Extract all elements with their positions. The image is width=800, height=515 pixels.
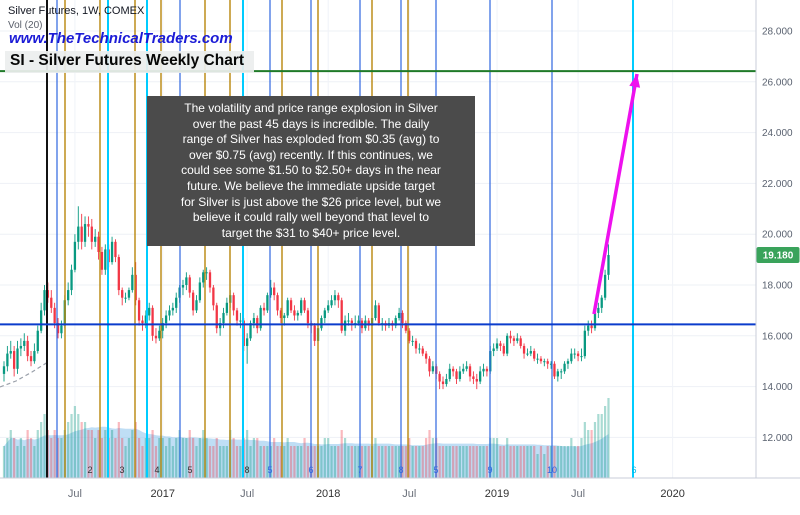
svg-text:22.000: 22.000 [762, 179, 793, 190]
svg-text:5: 5 [267, 465, 272, 475]
svg-text:7: 7 [357, 465, 362, 475]
svg-text:5: 5 [433, 465, 438, 475]
svg-text:2019: 2019 [485, 488, 509, 500]
ma-dashed-line [0, 361, 49, 388]
chart-title: SI - Silver Futures Weekly Chart [5, 51, 255, 73]
chart-legend[interactable]: Silver Futures, 1W, COMEX Vol (20) [8, 5, 144, 31]
candles-layer [2, 206, 610, 390]
time-axis-labels[interactable]: Jul 2017 Jul 2018 Jul 2019 Jul 2020 [68, 488, 685, 500]
svg-text:3: 3 [119, 465, 124, 475]
svg-text:4: 4 [154, 465, 159, 475]
svg-text:8: 8 [244, 465, 249, 475]
projection-arrowhead [629, 74, 641, 88]
svg-text:20.000: 20.000 [762, 230, 793, 241]
svg-text:2017: 2017 [150, 488, 174, 500]
svg-text:Jul: Jul [68, 488, 82, 500]
last-price-value: 19.180 [763, 251, 794, 262]
volume-bars [2, 398, 610, 478]
svg-text:16.000: 16.000 [762, 331, 793, 342]
svg-text:Jul: Jul [402, 488, 416, 500]
svg-text:8: 8 [398, 465, 403, 475]
annotation-note: The volatility and price range explosion… [147, 96, 475, 247]
svg-text:2020: 2020 [660, 488, 684, 500]
svg-text:Jul: Jul [571, 488, 585, 500]
svg-text:12.000: 12.000 [762, 433, 793, 444]
watermark-link[interactable]: www.TheTechnicalTraders.com [9, 30, 233, 47]
projection-arrow[interactable] [592, 73, 639, 315]
svg-text:9: 9 [487, 465, 492, 475]
last-price-badge [756, 247, 800, 264]
svg-text:2018: 2018 [316, 488, 340, 500]
svg-text:28.000: 28.000 [762, 27, 793, 38]
cycle-count-labels: 2 3 4 5 8 5 6 7 8 5 9 10 6 [87, 465, 636, 475]
svg-text:26.000: 26.000 [762, 77, 793, 88]
svg-text:Jul: Jul [240, 488, 254, 500]
svg-text:2: 2 [87, 465, 92, 475]
svg-text:6: 6 [308, 465, 313, 475]
time-axis-panel[interactable] [0, 478, 800, 515]
volume-ma-area [4, 426, 609, 478]
svg-text:18.000: 18.000 [762, 281, 793, 292]
svg-text:5: 5 [187, 465, 192, 475]
symbol-legend[interactable]: Silver Futures, 1W, COMEX [8, 5, 145, 17]
svg-text:6: 6 [631, 465, 636, 475]
svg-text:10: 10 [547, 465, 557, 475]
volume-indicator-legend[interactable]: Vol (20) [8, 20, 43, 31]
svg-text:14.000: 14.000 [762, 382, 793, 393]
svg-text:24.000: 24.000 [762, 128, 793, 139]
price-axis-labels[interactable]: 28.000 26.000 24.000 22.000 20.000 18.000 16.0… [762, 27, 793, 444]
